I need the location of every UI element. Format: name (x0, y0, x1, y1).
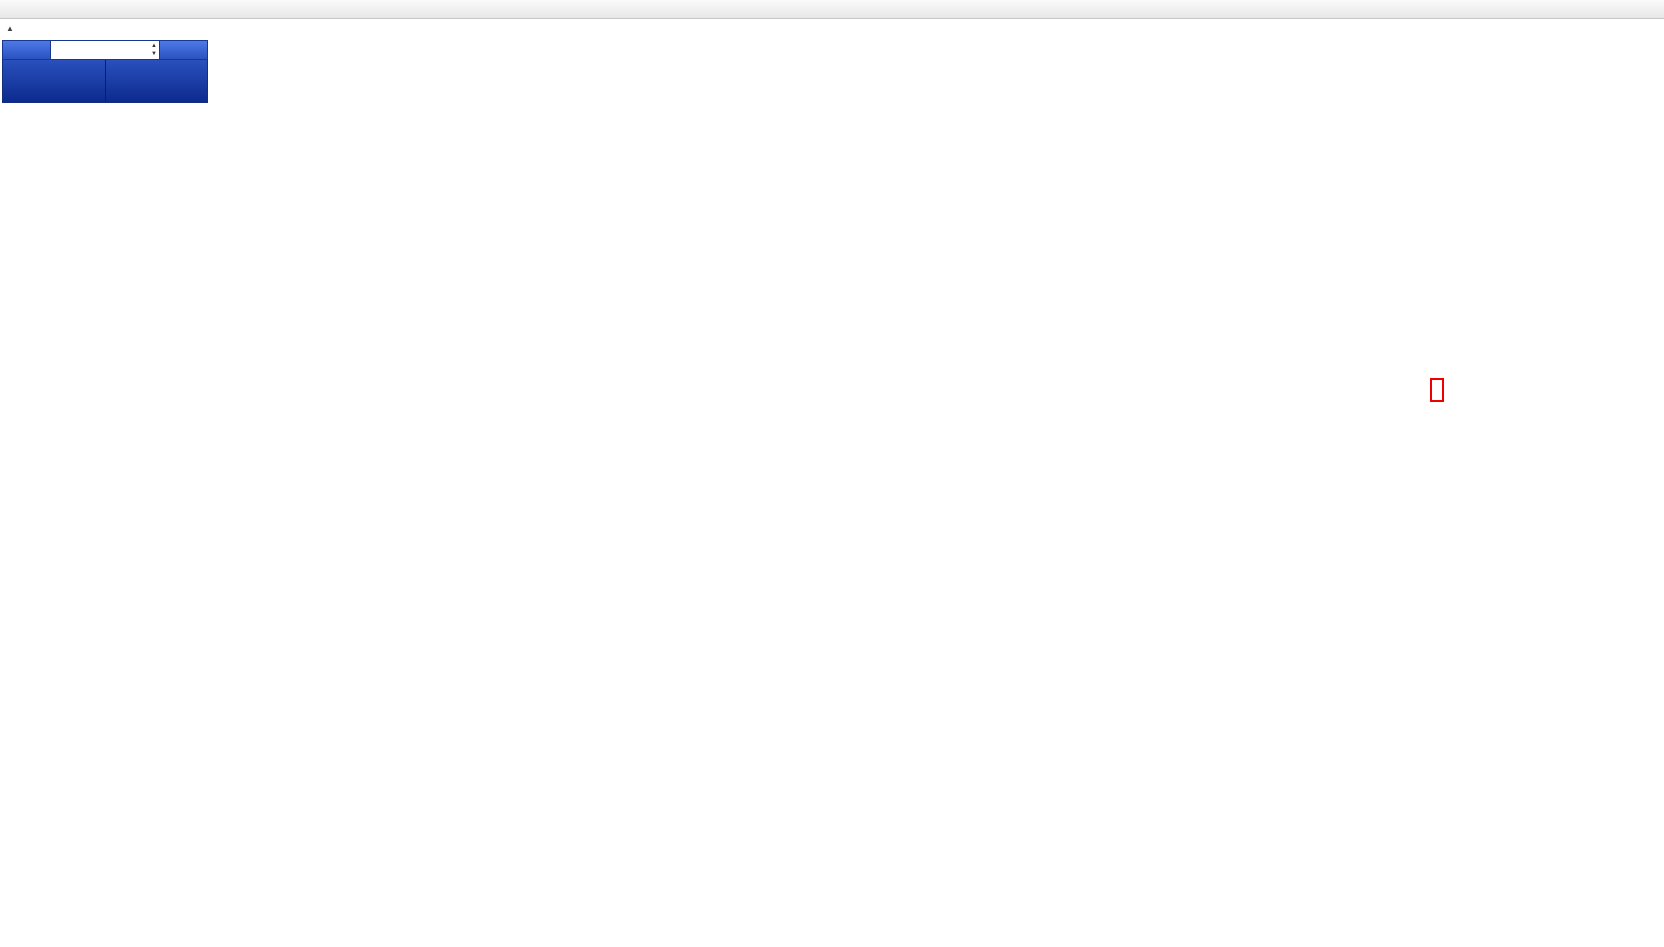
volume-stepper: ▲ ▼ (151, 42, 157, 58)
toolbar (0, 0, 1664, 19)
price-divider (104, 60, 106, 102)
buy-button[interactable] (159, 40, 208, 60)
macd-indicator-label (6, 551, 16, 562)
volume-input[interactable]: ▲ ▼ (51, 40, 159, 60)
one-click-trading-panel: ▲ ▼ (2, 40, 208, 103)
sell-button[interactable] (2, 40, 51, 60)
pivot-price-callout[interactable] (1430, 378, 1444, 402)
volume-decrease-button[interactable]: ▼ (151, 51, 157, 57)
chart-title: ▲ (6, 23, 17, 35)
volume-increase-button[interactable]: ▲ (151, 43, 157, 49)
buy-price (106, 60, 208, 102)
rsi-indicator-label (6, 714, 11, 725)
chart-shift-marker-icon: ▲ (6, 24, 14, 33)
sell-price (3, 60, 105, 102)
